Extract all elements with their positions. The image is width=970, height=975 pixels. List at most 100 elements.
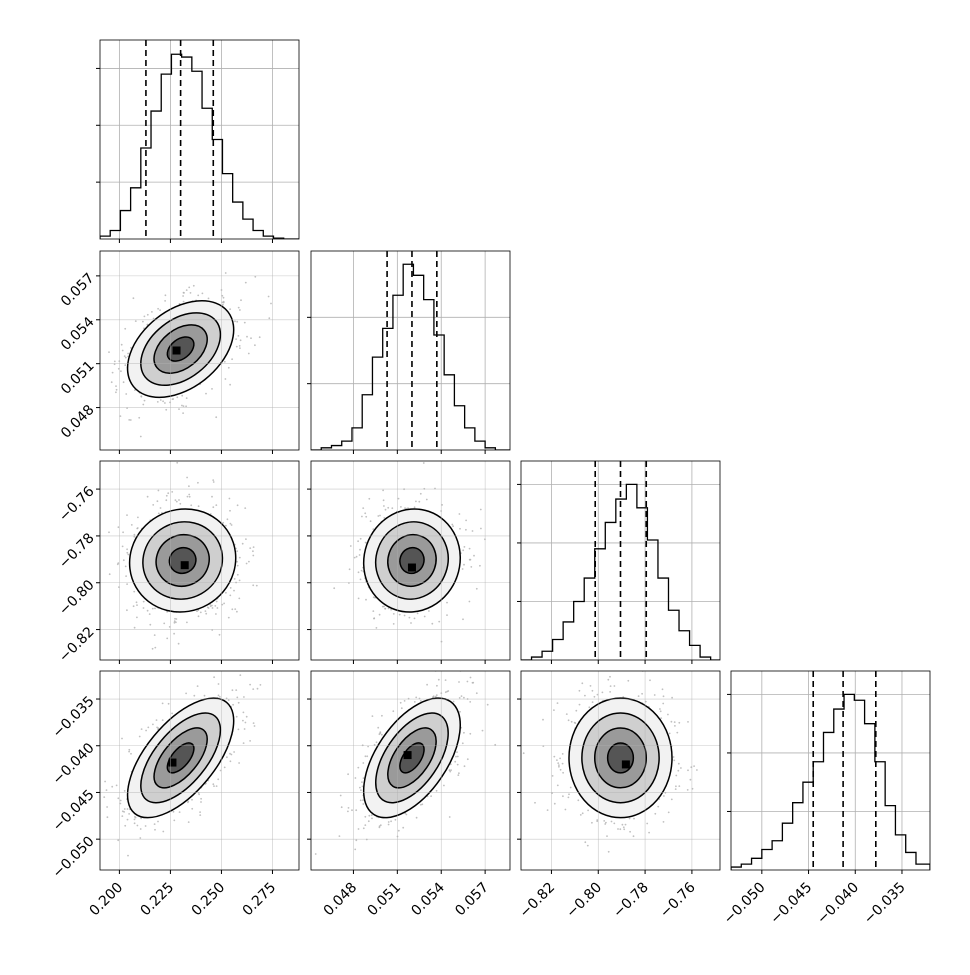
scatter-point xyxy=(212,783,215,786)
scatter-point xyxy=(227,366,230,369)
scatter-point xyxy=(458,697,461,699)
scatter-point xyxy=(441,504,443,506)
x-tick-label: −0.82 xyxy=(517,880,559,922)
scatter-point xyxy=(673,759,676,762)
scatter-point xyxy=(588,706,591,709)
scatter-point xyxy=(605,821,607,824)
scatter-point xyxy=(338,835,341,837)
scatter-point xyxy=(229,509,231,512)
scatter-point xyxy=(562,795,564,798)
scatter-point xyxy=(565,713,568,715)
contour-line xyxy=(374,712,449,804)
scatter-point xyxy=(129,419,132,421)
scatter-point xyxy=(219,769,222,772)
contour-line xyxy=(606,742,635,774)
scatter-point xyxy=(676,731,679,734)
panel-content xyxy=(522,671,698,853)
density-peak xyxy=(407,563,416,572)
panel-content xyxy=(108,461,258,650)
panel-frame xyxy=(310,670,511,871)
scatter-point xyxy=(362,803,365,805)
scatter-point xyxy=(581,682,584,685)
scatter-point xyxy=(233,751,236,753)
scatter-point xyxy=(462,618,464,621)
scatter-point xyxy=(182,300,185,303)
panel-content xyxy=(333,462,486,643)
scatter-point xyxy=(215,416,218,419)
y-tick-label: −0.78 xyxy=(56,530,98,572)
scatter-point xyxy=(197,615,200,618)
scatter-point xyxy=(553,709,555,711)
scatter-point xyxy=(361,785,364,788)
scatter-point xyxy=(392,710,395,713)
scatter-point xyxy=(157,307,160,310)
scatter-point xyxy=(354,848,357,851)
scatter-point xyxy=(378,613,381,616)
scatter-point xyxy=(480,527,482,530)
scatter-point xyxy=(108,531,110,534)
scatter-point xyxy=(633,817,635,820)
scatter-point xyxy=(575,709,578,712)
scatter-point xyxy=(593,695,596,698)
scatter-point xyxy=(589,685,592,687)
scatter-point xyxy=(152,504,155,506)
scatter-point xyxy=(463,731,465,734)
scatter-point xyxy=(387,821,390,823)
scatter-point xyxy=(420,803,422,806)
scatter-point xyxy=(252,688,255,690)
scatter-point xyxy=(657,805,660,808)
scatter-point xyxy=(231,358,234,361)
scatter-point xyxy=(217,778,220,781)
scatter-point xyxy=(687,721,689,723)
scatter-point xyxy=(153,634,156,636)
scatter-point xyxy=(391,507,394,510)
scatter-point xyxy=(121,815,124,817)
scatter-point xyxy=(360,789,362,792)
scatter-point xyxy=(364,541,367,544)
scatter-point xyxy=(188,286,191,289)
contour-line xyxy=(142,521,224,600)
scatter-point xyxy=(218,633,221,636)
scatter-point xyxy=(125,575,127,577)
scatter-panel-1-3 xyxy=(310,670,511,871)
scatter-point xyxy=(238,556,241,559)
scatter-point xyxy=(191,807,194,810)
scatter-point xyxy=(567,796,570,799)
scatter-point xyxy=(110,381,113,384)
scatter-point xyxy=(235,345,238,348)
scatter-point xyxy=(384,607,386,610)
panel-frame xyxy=(99,39,300,240)
scatter-point xyxy=(381,714,383,717)
scatter-point xyxy=(221,301,224,304)
scatter-point xyxy=(176,461,179,464)
scatter-point xyxy=(164,294,167,297)
scatter-point xyxy=(252,554,255,557)
scatter-point xyxy=(667,713,669,716)
scatter-point xyxy=(159,399,162,401)
scatter-point xyxy=(124,565,127,568)
scatter-point xyxy=(607,678,610,681)
scatter-point xyxy=(399,701,402,704)
scatter-point xyxy=(157,512,160,515)
scatter-point xyxy=(151,647,154,650)
scatter-point xyxy=(236,696,239,699)
scatter-point xyxy=(534,801,536,804)
scatter-point xyxy=(211,388,213,390)
panel-frame xyxy=(520,460,721,661)
scatter-point xyxy=(197,505,200,508)
scatter-point xyxy=(157,489,160,492)
scatter-point xyxy=(368,497,371,500)
scatter-point xyxy=(249,683,252,686)
scatter-point xyxy=(596,819,599,821)
scatter-point xyxy=(627,679,630,682)
scatter-point xyxy=(347,807,350,809)
scatter-point xyxy=(591,689,594,692)
scatter-point xyxy=(236,573,239,576)
scatter-point xyxy=(434,695,437,698)
scatter-point xyxy=(674,725,676,727)
contour-line xyxy=(581,712,660,804)
scatter-point xyxy=(435,789,438,792)
scatter-point xyxy=(181,404,183,407)
scatter-point xyxy=(173,621,176,624)
